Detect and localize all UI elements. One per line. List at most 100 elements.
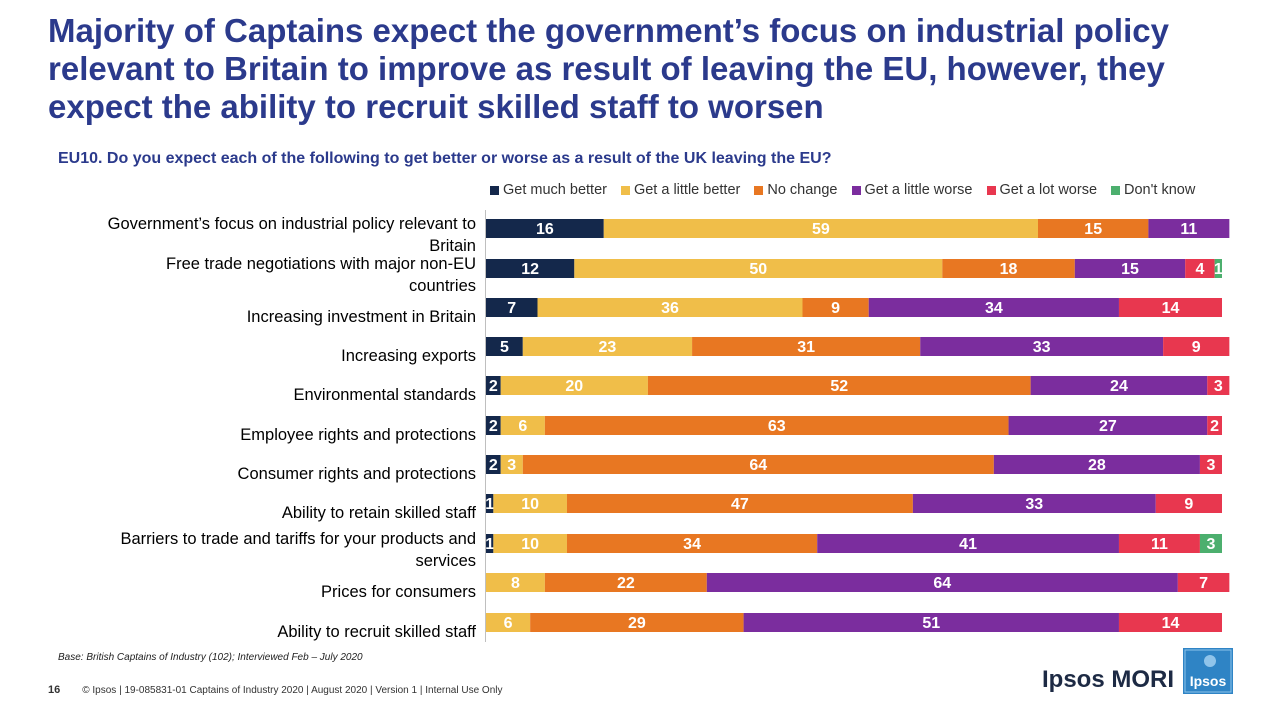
data-label: 2 (489, 378, 498, 395)
data-label: 34 (683, 536, 701, 553)
bar-segment (574, 259, 943, 278)
data-label: 18 (1000, 261, 1018, 278)
bar-segment (1185, 259, 1215, 278)
footer-text: © Ipsos | 19-085831-01 Captains of Indus… (82, 684, 503, 696)
bar-segment (486, 219, 604, 238)
category-label: Prices for consumers (321, 583, 476, 601)
bar-segment (1074, 259, 1186, 278)
data-label: 27 (1099, 418, 1117, 435)
bar-segment (530, 613, 744, 632)
bar-segment (1038, 219, 1149, 238)
bar-segment (1163, 337, 1230, 356)
bar-segment (1207, 416, 1222, 435)
category-label: Increasing exports (341, 347, 476, 365)
data-label: 3 (507, 457, 516, 474)
bar-segment (1214, 259, 1222, 278)
footer: 16 © Ipsos | 19-085831-01 Captains of In… (48, 684, 502, 696)
base-note: Base: British Captains of Industry (102)… (58, 652, 363, 663)
data-label: 64 (933, 575, 951, 592)
data-label: 16 (536, 221, 554, 238)
data-label: 4 (1195, 261, 1204, 278)
bar-segment (1030, 376, 1208, 395)
data-label: 15 (1121, 261, 1139, 278)
data-label: 50 (749, 261, 767, 278)
bar-segment (522, 337, 693, 356)
data-label: 3 (1214, 378, 1223, 395)
bar-segment (743, 613, 1119, 632)
category-label: Britain (429, 237, 476, 255)
legend-swatch (490, 185, 499, 195)
data-label: 41 (959, 536, 977, 553)
legend-item: Don't know (1111, 182, 1195, 198)
bar-segment (1199, 534, 1222, 553)
data-label: 59 (812, 221, 830, 238)
data-label: 11 (1151, 536, 1168, 553)
bar-segment (1148, 219, 1230, 238)
legend-swatch (851, 185, 861, 195)
bar-segment (1155, 494, 1222, 513)
category-label: Ability to retain skilled staff (282, 504, 477, 522)
data-label: 3 (1207, 457, 1216, 474)
bar-segment (486, 298, 538, 317)
bar-segment (486, 573, 545, 592)
category-label: countries (409, 277, 476, 295)
data-label: 1 (1214, 261, 1223, 278)
category-label: Barriers to trade and tariffs for your p… (120, 530, 476, 548)
data-label: 14 (1162, 615, 1180, 632)
bar-segment (1118, 298, 1222, 317)
legend-item: Get a little worse (851, 182, 973, 198)
bar-segment (566, 534, 818, 553)
survey-question: EU10. Do you expect each of the followin… (58, 150, 832, 167)
data-label: 33 (1025, 496, 1043, 513)
data-label: 1 (485, 536, 494, 553)
bar-segment (817, 534, 1119, 553)
legend-item: Get a lot worse (986, 182, 1097, 198)
data-label: 14 (1162, 300, 1180, 317)
page-title: Majority of Captains expect the governme… (48, 12, 1169, 125)
bar-segment (500, 376, 648, 395)
bar-segment (1118, 613, 1222, 632)
bar-segment (500, 455, 523, 474)
data-label: 15 (1084, 221, 1102, 238)
bar-segment (486, 455, 501, 474)
bar-segment (486, 259, 575, 278)
data-label: 64 (749, 457, 767, 474)
bar-segment (486, 534, 494, 553)
data-label: 29 (628, 615, 646, 632)
data-label: 10 (521, 496, 539, 513)
data-label: 6 (504, 615, 513, 632)
data-label: 28 (1088, 457, 1106, 474)
category-label: Increasing investment in Britain (247, 308, 476, 326)
legend-swatch (620, 185, 630, 195)
category-label: Environmental standards (293, 386, 476, 404)
bar-segment (912, 494, 1156, 513)
data-label: 22 (617, 575, 635, 592)
bar-segment (920, 337, 1164, 356)
data-label: 52 (830, 378, 848, 395)
bar-segment (802, 298, 869, 317)
bar-segment (486, 494, 494, 513)
data-label: 9 (1192, 339, 1201, 356)
data-label: 9 (831, 300, 840, 317)
data-label: 63 (768, 418, 786, 435)
bar-segment (993, 455, 1200, 474)
legend-item: No change (754, 182, 838, 198)
legend-label: Get a little worse (864, 182, 973, 198)
ipsos-logo: Ipsos (1183, 648, 1233, 694)
data-label: 51 (922, 615, 940, 632)
bar-segment (493, 534, 567, 553)
data-label: 9 (1184, 496, 1193, 513)
bar-segment (486, 613, 531, 632)
category-label: Employee rights and protections (240, 426, 476, 444)
bar-segment (544, 573, 707, 592)
data-label: 1 (485, 496, 494, 513)
bar-segment (603, 219, 1038, 238)
legend-item: Get a little better (620, 182, 740, 198)
brand-name: Ipsos MORI (1042, 666, 1175, 693)
bar-segment (706, 573, 1178, 592)
data-label: 33 (1033, 339, 1051, 356)
category-label: Free trade negotiations with major non-E… (166, 255, 476, 273)
bar-segment (1199, 455, 1222, 474)
page-number: 16 (48, 684, 61, 696)
